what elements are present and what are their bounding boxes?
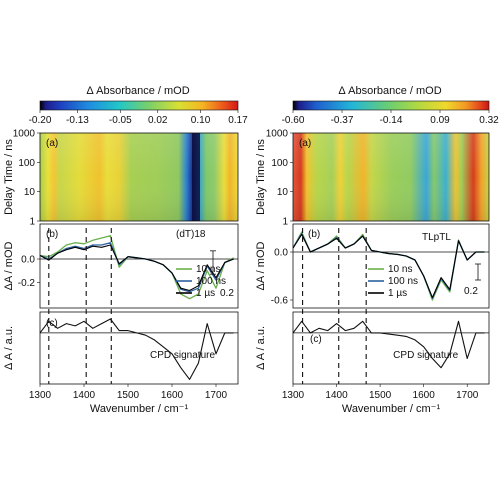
right-colorbar: [292, 100, 490, 111]
left-heatmap-shade: [40, 133, 238, 221]
right-heatmap-shade: [293, 133, 489, 221]
xtick-label: 1300: [282, 390, 305, 401]
right-colorbar-label: Δ Absorbance / mOD: [338, 85, 441, 97]
right-cpd-plot: CPD signature: [292, 320, 489, 369]
left-colorbar-label: Δ Absorbance / mOD: [86, 85, 189, 97]
spectra-series-2: [292, 233, 485, 299]
heatmap-ytick-label: 100: [18, 158, 35, 169]
right-colorbar-ticks: -0.60 -0.37 -0.14 0.09 0.32: [282, 110, 499, 126]
left-xlabel: Wavenumber / cm⁻¹: [90, 403, 189, 415]
left-heatmap-label: (a): [46, 138, 58, 149]
right-heatmap-label: (a): [299, 138, 311, 149]
legend-label: 10 ns: [388, 264, 412, 275]
legend-label: 1 µs: [196, 288, 215, 299]
right-figure-panel: Δ Absorbance / mOD -0.60 -0.37 -0.14 0.09 0.…: [255, 85, 499, 415]
colorbar-tick-label: 0.02: [148, 115, 168, 126]
right-cpd-label: (c): [310, 334, 322, 345]
xtick-label: 1700: [205, 390, 228, 401]
legend-label: 1 µs: [388, 288, 407, 299]
colorbar-tick-label: 0.09: [430, 115, 450, 126]
heatmap-ytick-label: 1: [282, 217, 288, 228]
right-dashed-lines: [302, 228, 367, 384]
colorbar-tick-label: -0.05: [109, 115, 132, 126]
cpd-line: [292, 320, 485, 369]
colorbar-tick-label: -0.60: [282, 115, 305, 126]
spectra-ytick-label: 0.0: [274, 248, 288, 259]
left-colorbar-ticks: -0.20 -0.13 -0.05 0.02 0.10 0.17: [29, 110, 248, 126]
left-spectra-label: (b): [46, 229, 58, 240]
right-xticks: 1300 1400 1500 1600 1700: [282, 384, 479, 401]
left-colorbar: [39, 100, 239, 111]
colorbar-tick-label: 0.17: [228, 115, 248, 126]
right-cpd-ylabel: Δ A / a.u.: [255, 326, 267, 370]
right-scalebar-label: 0.2: [464, 286, 478, 297]
cpd-line: [39, 318, 234, 380]
right-heatmap-yticks: 1 10 100 1000: [266, 129, 293, 228]
left-spectra-ylabel: ΔA / mOD: [3, 241, 15, 290]
xtick-label: 1400: [325, 390, 348, 401]
right-heatmap-frame: [292, 132, 490, 222]
heatmap-ytick-label: 1: [29, 217, 35, 228]
cpd-annotation: CPD signature: [150, 350, 215, 361]
left-heatmap-ylabel: Delay Time / ns: [3, 139, 15, 215]
colorbar-tick-label: -0.20: [29, 115, 52, 126]
left-heatmap-dark-band: [192, 133, 200, 221]
spectra-series-2: [39, 244, 234, 292]
left-spectra-frame: [39, 223, 239, 309]
right-spectra-ylabel: ΔA / mOD: [255, 241, 267, 290]
left-heatmap-frame: [39, 132, 239, 222]
left-spectra-annotation: (dT)18: [176, 229, 206, 240]
left-cpd-ylabel: Δ A / a.u.: [3, 326, 15, 370]
heatmap-ytick-label: 100: [271, 158, 288, 169]
xtick-label: 1700: [456, 390, 479, 401]
right-cpd-frame: [292, 311, 490, 385]
left-cpd-plot: CPD signature: [39, 318, 238, 380]
left-dashed-lines: [48, 228, 112, 384]
xtick-label: 1600: [161, 390, 184, 401]
left-figure-panel: Δ Absorbance / mOD -0.20 -0.13 -0.05 0.02 0.…: [3, 85, 248, 415]
xtick-label: 1600: [413, 390, 436, 401]
heatmap-ytick-label: 1000: [266, 129, 289, 140]
colorbar-tick-label: -0.13: [66, 115, 89, 126]
right-spectra-label: (b): [308, 229, 320, 240]
heatmap-ytick-label: 1000: [13, 129, 36, 140]
right-xlabel: Wavenumber / cm⁻¹: [342, 403, 441, 415]
spectra-ytick-label: -0.6: [271, 296, 289, 307]
xtick-label: 1500: [117, 390, 140, 401]
cpd-annotation: CPD signature: [393, 350, 458, 361]
heatmap-ytick-label: 10: [277, 187, 289, 198]
left-scalebar-label: 0.2: [220, 288, 234, 299]
right-spectra-annotation: TLpTL: [422, 232, 451, 243]
left-spectra-plot: 0.0 -0.2: [18, 235, 238, 300]
right-spectra-plot: 0.0 -0.6: [271, 231, 489, 307]
right-spectra-frame: [292, 223, 490, 309]
left-cpd-frame: [39, 311, 239, 385]
colorbar-tick-label: -0.14: [380, 115, 403, 126]
left-xticks: 1300 1400 1500 1600 1700: [29, 384, 228, 401]
legend-label: 100 ns: [196, 276, 226, 287]
colorbar-tick-label: 0.32: [479, 115, 499, 126]
xtick-label: 1500: [369, 390, 392, 401]
left-heatmap-yticks: 1 10 100 1000: [13, 129, 40, 228]
colorbar-tick-label: -0.37: [331, 115, 354, 126]
legend-label: 100 ns: [388, 276, 418, 287]
legend-label: 10 ns: [196, 264, 220, 275]
xtick-label: 1400: [73, 390, 96, 401]
spectra-ytick-label: -0.2: [18, 278, 36, 289]
spectra-ytick-label: 0.0: [21, 255, 35, 266]
right-heatmap-ylabel: Delay Time / ns: [255, 139, 267, 215]
xtick-label: 1300: [29, 390, 52, 401]
colorbar-tick-label: 0.10: [191, 115, 211, 126]
heatmap-ytick-label: 10: [24, 187, 36, 198]
